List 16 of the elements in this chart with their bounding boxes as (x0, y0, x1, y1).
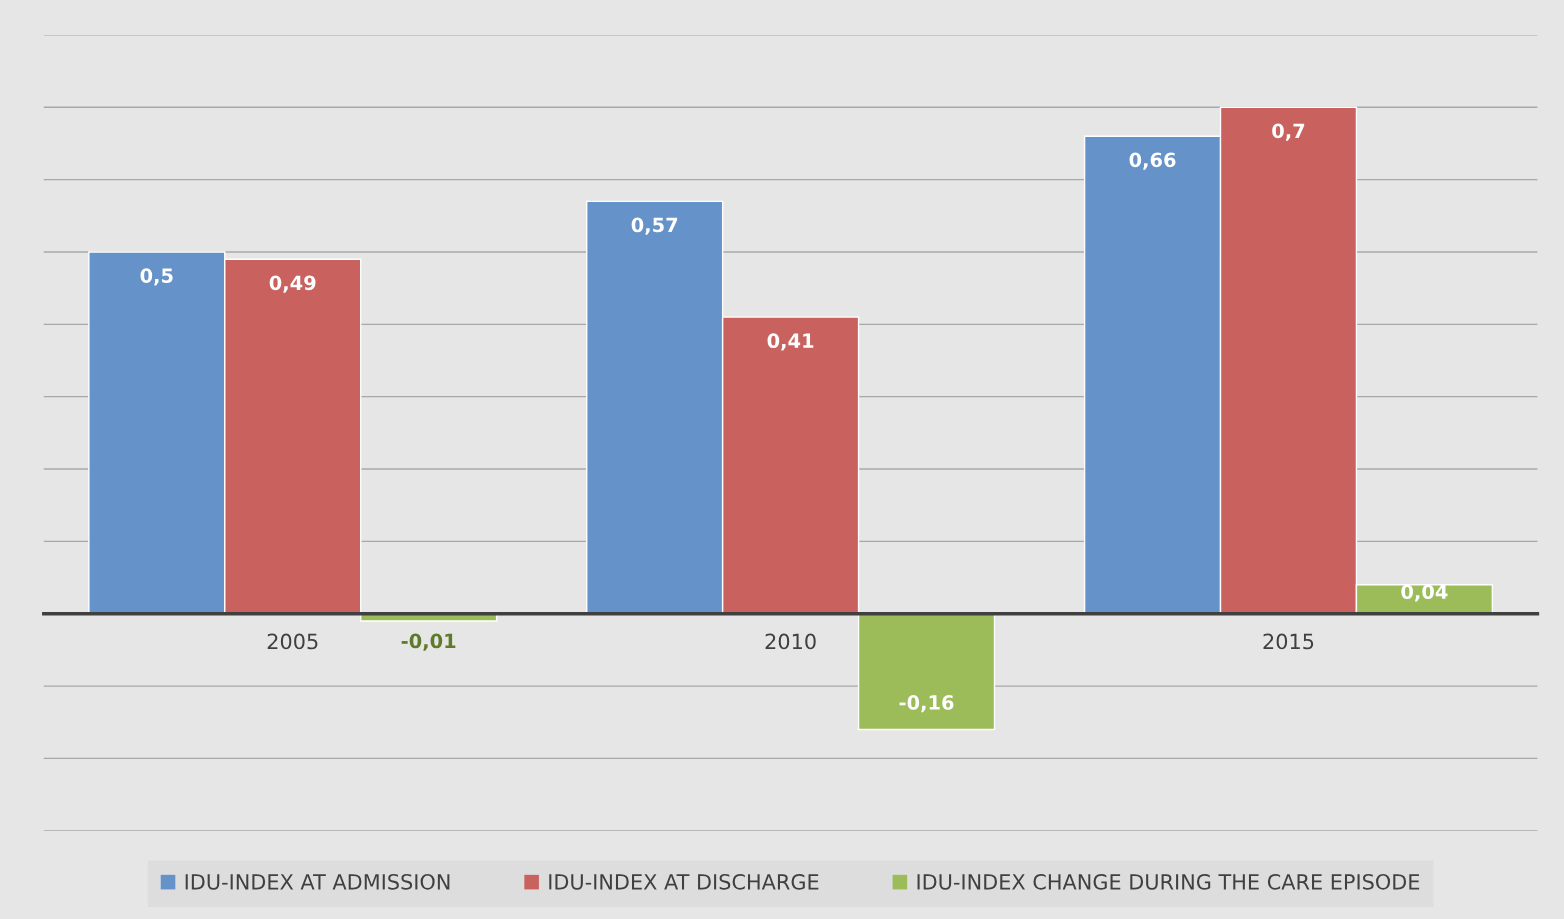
data-label: 0,66 (1129, 152, 1176, 170)
x-tick-label: 2005 (267, 633, 318, 650)
x-tick-label: 2015 (1263, 633, 1314, 650)
bar (857, 613, 996, 731)
legend-label: IDU-INDEX AT ADMISSION (185, 873, 450, 890)
x-tick-label: 2010 (765, 633, 816, 650)
data-label: 0,57 (631, 217, 678, 235)
data-label: 0,04 (1401, 584, 1448, 602)
data-label: 0,5 (140, 268, 173, 286)
data-label: -0,16 (899, 695, 954, 713)
data-label: 0,41 (767, 333, 814, 351)
data-label: 0,49 (269, 275, 316, 293)
data-label: 0,7 (1272, 123, 1305, 141)
legend-label: IDU-INDEX AT DISCHARGE (549, 873, 819, 890)
data-label: -0,01 (401, 633, 456, 651)
legend-label: IDU-INDEX CHANGE DURING THE CARE EPISODE (917, 873, 1420, 890)
